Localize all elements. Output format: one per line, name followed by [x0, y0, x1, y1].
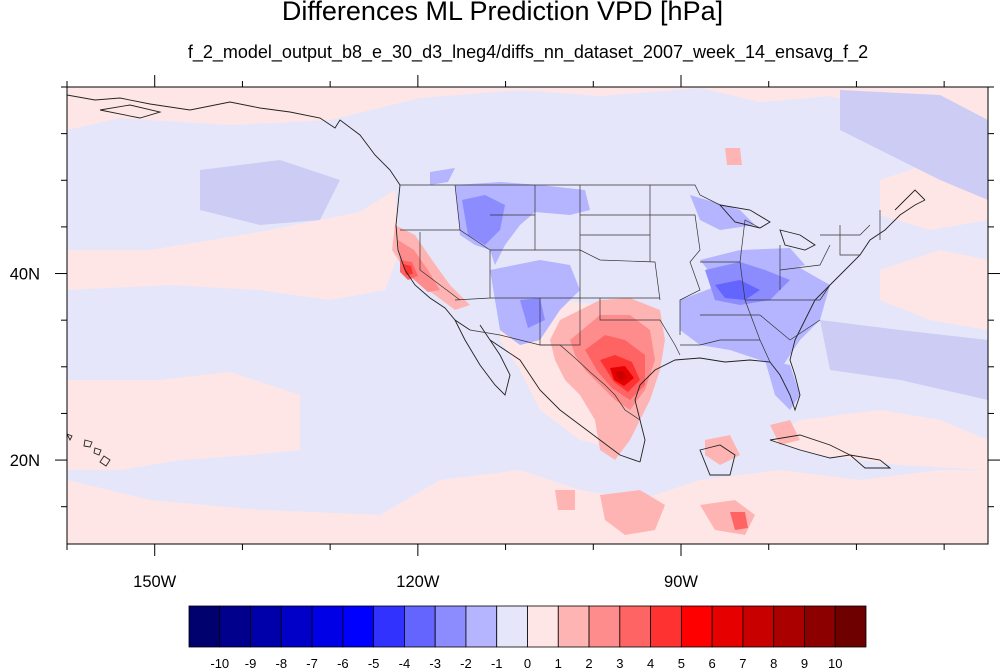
colorbar-box — [619, 605, 651, 648]
map-title: Differences ML Prediction VPD [hPa] — [281, 0, 724, 26]
colorbar-box — [527, 605, 559, 648]
colorbar-box — [373, 605, 405, 648]
colorbar-box — [280, 605, 313, 648]
colorbar-box — [557, 605, 590, 648]
axis-tick-labels: 150W 120W 90W 40N 20N — [10, 266, 699, 591]
colorbar-box — [711, 605, 744, 648]
plot-frame — [66, 86, 989, 545]
colorbar-box — [742, 605, 775, 648]
colorbar: -10 -9 -8 -7 -6 -5 -4 -3 -2 -1 0 1 2 3 4 5 6 7 8 9 10 — [188, 605, 867, 671]
colorbar-label: -2 — [460, 656, 472, 671]
colorbar-label: 4 — [647, 656, 654, 671]
colorbar-label: -7 — [306, 656, 318, 671]
colorbar-label: -3 — [429, 656, 441, 671]
negative-dark-regions — [715, 280, 760, 300]
colorbar-label: 2 — [585, 656, 592, 671]
colorbar-box — [465, 605, 498, 648]
colorbar-box — [404, 605, 436, 648]
colorbar-box — [342, 605, 375, 648]
coastlines — [67, 94, 926, 476]
colorbar-label: -10 — [210, 656, 229, 671]
lon-tick-label: 150W — [133, 573, 177, 591]
colorbar-label: 10 — [828, 656, 842, 671]
lon-tick-label: 90W — [664, 573, 698, 591]
caribbean-positive — [730, 512, 748, 530]
colorbar-box — [188, 605, 221, 648]
colorbar-label: 6 — [709, 656, 716, 671]
colorbar-box — [680, 605, 713, 648]
lon-tick-label: 120W — [396, 573, 440, 591]
colorbar-label: -5 — [368, 656, 380, 671]
colorbar-label: 5 — [678, 656, 685, 671]
colorbar-label: -9 — [245, 656, 257, 671]
colorbar-label: 8 — [770, 656, 777, 671]
colorbar-label: -8 — [276, 656, 288, 671]
colorbar-box — [311, 605, 344, 648]
colorbar-box — [250, 605, 282, 648]
colorbar-label: 0 — [524, 656, 531, 671]
colorbar-label: -6 — [337, 656, 349, 671]
colorbar-box — [804, 605, 836, 648]
map-plot-area — [67, 87, 988, 544]
colorbar-box — [834, 605, 867, 648]
lat-tick-label: 40N — [10, 266, 40, 284]
colorbar-box — [434, 605, 467, 648]
colorbar-label: 3 — [616, 656, 623, 671]
map-subtitle: f_2_model_output_b8_e_30_d3_lneg4/diffs_… — [187, 42, 869, 62]
colorbar-label: -4 — [399, 656, 411, 671]
colorbar-box — [219, 605, 251, 648]
colorbar-box — [773, 605, 805, 648]
axis-ticks — [55, 75, 1000, 556]
state-borders — [400, 184, 881, 421]
california-positive — [392, 225, 470, 310]
ocean-negative-patches — [200, 90, 988, 400]
colorbar-box — [650, 605, 682, 648]
colorbar-box — [588, 605, 621, 648]
colorbar-label: 7 — [739, 656, 746, 671]
lat-tick-label: 20N — [10, 452, 40, 470]
colorbar-label: -1 — [491, 656, 503, 671]
colorbar-box — [496, 605, 528, 648]
colorbar-label: 9 — [801, 656, 808, 671]
texas-positive — [550, 298, 665, 460]
colorbar-label: 1 — [555, 656, 562, 671]
